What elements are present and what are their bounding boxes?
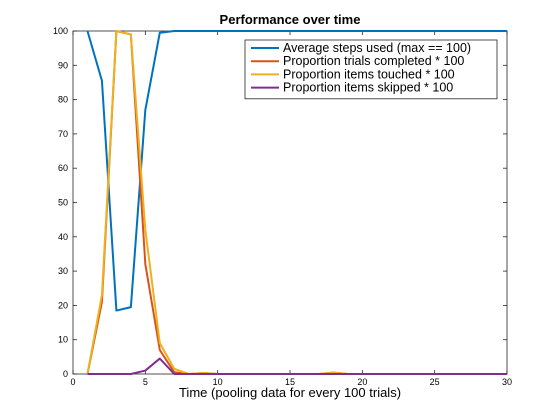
y-tick-label: 30 bbox=[58, 266, 68, 276]
series-line-1 bbox=[86, 30, 507, 312]
series-lines bbox=[86, 30, 507, 375]
y-tick-label: 50 bbox=[58, 198, 68, 208]
x-tick-label: 15 bbox=[285, 377, 295, 387]
x-axis-label: Time (pooling data for every 100 trials) bbox=[179, 385, 401, 400]
y-tick-label: 20 bbox=[58, 300, 68, 310]
y-tick-label: 100 bbox=[53, 26, 68, 36]
chart-title: Performance over time bbox=[220, 12, 361, 27]
y-tick-label: 60 bbox=[58, 163, 68, 173]
y-tick-label: 90 bbox=[58, 60, 68, 70]
x-axis: 0 5 10 15 20 25 30 bbox=[70, 31, 512, 387]
legend-label-4: Proportion items skipped * 100 bbox=[283, 81, 453, 95]
y-tick-label: 0 bbox=[63, 369, 68, 379]
y-axis: 0 10 20 30 40 50 60 70 80 90 100 bbox=[53, 26, 507, 379]
y-tick-label: 80 bbox=[58, 95, 68, 105]
legend: Average steps used (max == 100)Proportio… bbox=[244, 39, 498, 100]
legend-label-1: Average steps used (max == 100) bbox=[283, 41, 471, 55]
x-tick-label: 5 bbox=[143, 377, 148, 387]
x-tick-label: 0 bbox=[70, 377, 75, 387]
y-tick-label: 10 bbox=[58, 335, 68, 345]
y-tick-label: 40 bbox=[58, 232, 68, 242]
legend-label-2: Proportion trials completed * 100 bbox=[283, 54, 464, 68]
y-tick-label: 70 bbox=[58, 129, 68, 139]
x-tick-label: 10 bbox=[213, 377, 223, 387]
legend-box bbox=[244, 39, 498, 100]
series-line-4 bbox=[87, 357, 507, 375]
x-tick-label: 30 bbox=[502, 377, 512, 387]
x-tick-label: 20 bbox=[357, 377, 367, 387]
legend-label-3: Proportion items touched * 100 bbox=[283, 67, 455, 81]
x-tick-label: 25 bbox=[430, 377, 440, 387]
